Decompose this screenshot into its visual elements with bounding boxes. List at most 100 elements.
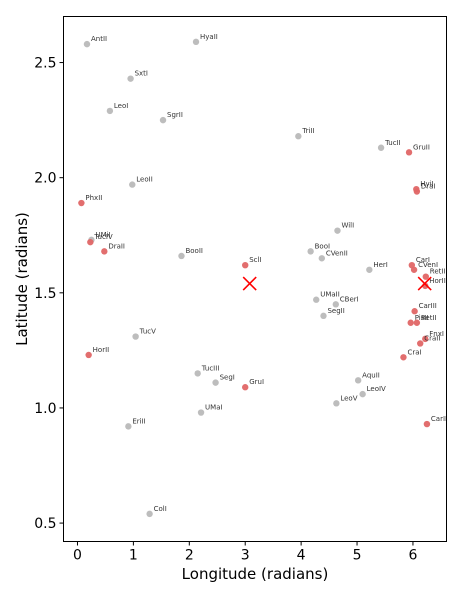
data-point-label: CarIII	[419, 302, 437, 310]
data-point	[334, 227, 341, 234]
x-marker	[417, 276, 432, 291]
data-point	[307, 248, 314, 255]
data-point	[423, 420, 431, 428]
data-point	[417, 340, 424, 347]
data-point-label: TucIV	[93, 233, 113, 241]
data-point-label: HyiI	[420, 180, 433, 188]
data-point	[405, 149, 413, 156]
axis-ticks: 0 1 2 3 4 5 6 0.5 1.0 1.5 2.0 2.5	[34, 56, 417, 564]
data-point	[410, 266, 418, 273]
data-point-label: CarII	[431, 415, 447, 423]
data-point-label: LeoI	[114, 102, 128, 110]
y-tick-label: 2.0	[34, 171, 56, 187]
data-point-label: WilI	[341, 222, 354, 230]
data-point-label: TucII	[384, 139, 401, 147]
data-point-label: CVenII	[326, 249, 348, 257]
data-point-label: CarI	[416, 256, 430, 264]
data-point	[242, 261, 249, 269]
data-point	[197, 409, 205, 416]
data-point-label: DraII	[108, 242, 125, 250]
data-point-label: SegI	[220, 374, 235, 382]
data-point	[129, 181, 136, 188]
data-point	[212, 379, 219, 386]
data-point	[242, 384, 249, 391]
data-point	[85, 351, 92, 359]
data-point-label: LeoII	[136, 176, 153, 184]
data-point	[125, 423, 132, 430]
data-point-label: BooI	[315, 242, 330, 250]
data-point	[333, 400, 340, 407]
x-tick-label: 1	[129, 548, 138, 564]
data-point	[159, 116, 167, 124]
y-axis-label: Latitude (radians)	[13, 212, 31, 346]
data-point-label: GruII	[413, 143, 430, 151]
data-point	[377, 144, 385, 151]
data-point	[146, 510, 153, 518]
data-point-label: CraII	[424, 334, 440, 342]
data-point-label: TucIII	[201, 364, 220, 372]
data-point-label: BooII	[185, 247, 203, 255]
x-tick-label: 6	[408, 548, 417, 564]
data-point	[106, 107, 114, 115]
axes-frame	[63, 16, 447, 542]
data-point	[413, 188, 421, 195]
data-point-label: CBerI	[340, 295, 359, 303]
data-point-label: TriII	[301, 127, 314, 135]
plot-area: AntII HyaII SxtI LeoI SgrII TriII TucII LeoII Wi…	[78, 33, 447, 518]
x-tick-label: 2	[185, 548, 194, 564]
data-point-label: HorII	[93, 346, 110, 354]
x-tick-label: 3	[241, 548, 250, 564]
y-tick-label: 1.0	[34, 401, 56, 417]
data-point	[192, 38, 200, 46]
data-point	[366, 266, 373, 273]
data-point-label: GruI	[249, 378, 264, 386]
data-point-label: SgrII	[167, 111, 183, 119]
data-point-label: HorII	[429, 277, 446, 285]
y-tick-label: 1.5	[34, 286, 56, 302]
data-point-label: RetII	[430, 268, 446, 276]
data-point-label: HerI	[373, 261, 388, 269]
data-point	[78, 199, 85, 207]
data-point-label: UMaII	[320, 291, 340, 299]
data-point-label: DraI	[421, 183, 436, 191]
data-point	[318, 255, 326, 262]
data-point	[178, 252, 185, 260]
x-tick-label: 0	[73, 548, 82, 564]
data-point	[127, 75, 134, 82]
data-point-label: RetII	[421, 314, 437, 322]
data-point	[194, 370, 201, 377]
data-point-label: UMaI	[205, 404, 223, 412]
data-point-label: UMiI	[95, 231, 110, 239]
data-point-label: ColI	[154, 505, 167, 513]
data-point-label: CVenI	[418, 261, 438, 269]
data-point	[407, 319, 414, 326]
data-point	[320, 312, 327, 320]
x-marker	[242, 276, 257, 291]
data-point	[411, 308, 418, 315]
data-point	[354, 377, 362, 384]
data-point-label: SclI	[249, 256, 261, 264]
data-point-label: PhxII	[85, 194, 102, 202]
data-point	[87, 238, 94, 246]
data-point-label: HyaII	[200, 33, 218, 41]
data-point-label: FnxI	[429, 330, 444, 338]
data-point	[83, 40, 91, 48]
data-point	[413, 319, 421, 326]
x-tick-label: 5	[353, 548, 362, 564]
data-point	[422, 335, 429, 343]
x-axis-label: Longitude (radians)	[182, 565, 329, 583]
data-point	[132, 333, 139, 340]
data-point	[400, 354, 407, 361]
data-point	[422, 273, 430, 280]
data-point-label: EriII	[132, 417, 145, 425]
data-point-label: TucV	[139, 328, 156, 336]
data-point-label: LeoV	[340, 394, 357, 402]
data-point	[359, 390, 366, 398]
data-point	[101, 248, 108, 255]
y-tick-label: 0.5	[34, 516, 56, 532]
y-tick-label: 2.5	[34, 56, 56, 72]
data-point	[313, 296, 320, 303]
data-point-label: PisII	[415, 314, 429, 322]
data-point-label: AntII	[91, 35, 107, 43]
